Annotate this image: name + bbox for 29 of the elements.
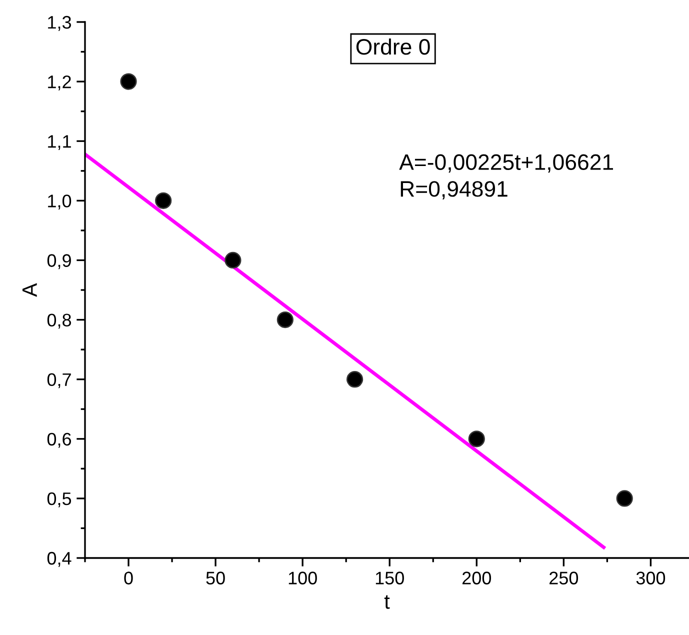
y-tick-label: 1,1 xyxy=(48,135,71,150)
y-axis-title: A xyxy=(22,283,37,297)
point xyxy=(616,490,633,507)
point xyxy=(155,192,172,209)
annotation: R=0,94891 xyxy=(400,181,508,200)
x-axis-title: t xyxy=(384,595,390,609)
annotation: Ordre 0 xyxy=(356,38,430,55)
y-tick-label: 1,2 xyxy=(48,75,71,90)
y-tick-label: 0,8 xyxy=(47,314,72,329)
point xyxy=(276,311,294,328)
annotation: A=-0,00225t+1,06621 xyxy=(399,154,613,173)
y-tick-label: 0,9 xyxy=(47,254,71,270)
y-tick-label: 0,7 xyxy=(47,373,71,388)
x-tick-label: 100 xyxy=(288,572,317,584)
point xyxy=(468,430,485,448)
x-tick-label: 200 xyxy=(462,572,491,584)
y-tick-label: 0,6 xyxy=(47,432,72,448)
y-tick-label: 0,4 xyxy=(47,552,72,567)
x-tick-label: 250 xyxy=(550,572,578,584)
x-tick-label: 50 xyxy=(206,572,225,584)
y-tick-label: 1,0 xyxy=(48,194,72,210)
point xyxy=(224,252,242,269)
x-tick-label: 150 xyxy=(376,572,404,584)
y-tick-label: 1,3 xyxy=(48,16,72,31)
point xyxy=(346,371,364,388)
point xyxy=(120,73,137,90)
y-tick-label: 0,5 xyxy=(47,492,72,508)
x-tick-label: 300 xyxy=(636,572,666,584)
x-tick-label: 0 xyxy=(124,572,133,584)
